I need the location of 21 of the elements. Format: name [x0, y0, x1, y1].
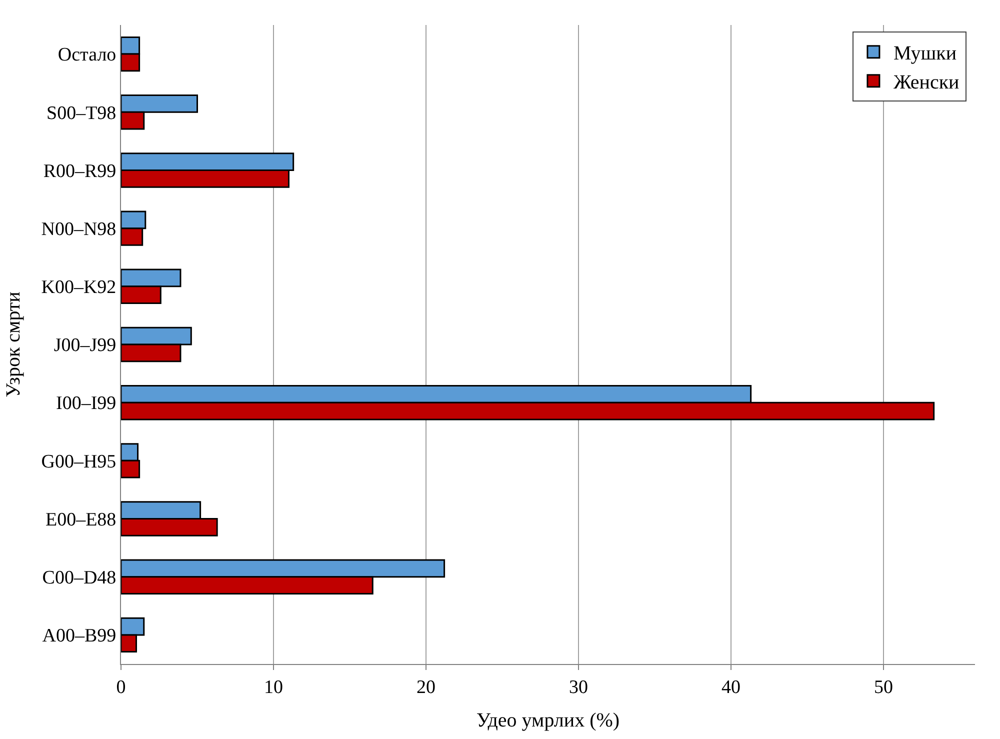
x-axis-title: Удео умрлих (%)	[476, 709, 620, 732]
legend-label: Мушки	[893, 42, 957, 65]
y-axis-title: Узрок смрти	[2, 291, 25, 398]
x-tick-label: 50	[874, 676, 893, 698]
y-tick-label: E00–E88	[45, 509, 116, 530]
y-tick-label: I00–I99	[56, 393, 116, 414]
y-tick-label: K00–K92	[41, 277, 116, 298]
y-tick-label: R00–R99	[43, 160, 116, 182]
y-tick-label: C00–D48	[42, 568, 116, 589]
y-tick-label: S00–T98	[46, 102, 116, 124]
x-tick-label: 20	[416, 676, 436, 698]
legend-label: Женски	[893, 72, 960, 94]
y-tick-label: J00–J99	[54, 335, 116, 356]
y-tick-label: N00–N98	[41, 218, 116, 240]
x-tick-label: 0	[116, 676, 126, 698]
y-tick-label: G00–H95	[41, 451, 116, 472]
x-tick-label: 40	[722, 676, 740, 698]
x-tick-label: 10	[264, 676, 283, 698]
y-tick-label: A00–B99	[42, 626, 116, 647]
x-tick-label: 30	[569, 676, 588, 698]
y-tick-label: Остало	[58, 44, 116, 66]
